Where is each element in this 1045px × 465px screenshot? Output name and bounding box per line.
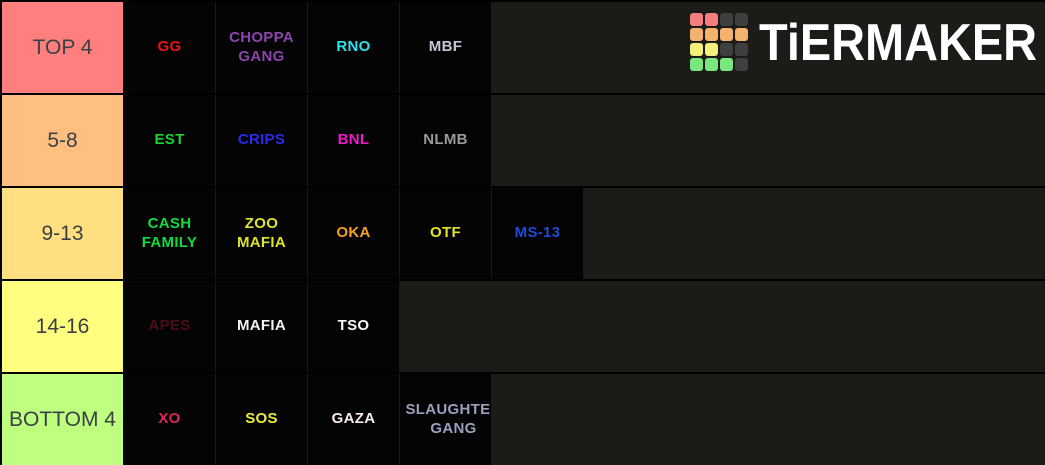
grid-icon-square (720, 28, 734, 41)
tier-label-14-16: 14-16 (0, 281, 124, 372)
grid-icon-square (690, 58, 704, 71)
tier-item-apes[interactable]: APES (124, 281, 216, 372)
tier-item-gaza[interactable]: GAZA (308, 374, 400, 465)
grid-icon-square (735, 58, 749, 71)
tier-item-label: GAZA (331, 410, 376, 428)
tier-row-5-8: 5-8 EST CRIPS BNL NLMB (0, 95, 1045, 188)
grid-icon-square (735, 43, 749, 56)
tier-label-5-8: 5-8 (0, 95, 124, 186)
tier-item-label: GG (157, 38, 182, 56)
grid-icon-square (720, 13, 734, 26)
grid-icon-square (720, 58, 734, 71)
tier-item-label: RNO (336, 38, 371, 56)
tier-item-zoo-mafia[interactable]: ZOO MAFIA (216, 188, 308, 279)
tier-item-label: CRIPS (237, 131, 286, 149)
grid-icon-square (735, 13, 749, 26)
tier-item-otf[interactable]: OTF (400, 188, 492, 279)
tier-item-cash-family[interactable]: CASH FAMILY (124, 188, 216, 279)
tier-row-9-13: 9-13 CASH FAMILY ZOO MAFIA OKA OTF MS-13 (0, 188, 1045, 281)
tier-item-label: SLAUGHTER GANG (405, 400, 492, 437)
tier-item-label: ZOO MAFIA (237, 214, 286, 251)
tier-items-area: APES MAFIA TSO (124, 281, 1045, 372)
tier-item-slaughter-gang[interactable]: SLAUGHTER GANG (400, 374, 492, 465)
grid-icon-square (735, 28, 749, 41)
tier-item-mafia[interactable]: MAFIA (216, 281, 308, 372)
tier-label-9-13: 9-13 (0, 188, 124, 279)
tier-item-tso[interactable]: TSO (308, 281, 400, 372)
tier-item-crips[interactable]: CRIPS (216, 95, 308, 186)
tier-label-top-4: TOP 4 (0, 2, 124, 93)
tier-items-area: XO SOS GAZA SLAUGHTER GANG (124, 374, 1045, 465)
tier-row-top-4: TOP 4 GG CHOPPA GANG RNO MBF (0, 2, 1045, 95)
tier-item-label: MS-13 (514, 224, 561, 242)
tier-item-sos[interactable]: SOS (216, 374, 308, 465)
tier-items-area: EST CRIPS BNL NLMB (124, 95, 1045, 186)
tier-item-label: CASH FAMILY (141, 214, 198, 251)
tier-label-bottom-4: BOTTOM 4 (0, 374, 124, 465)
tier-row-14-16: 14-16 APES MAFIA TSO (0, 281, 1045, 374)
grid-icon-square (690, 43, 704, 56)
tier-item-label: EST (154, 131, 185, 149)
tier-item-ms-13[interactable]: MS-13 (492, 188, 584, 279)
tier-items-area: GG CHOPPA GANG RNO MBF (124, 2, 1045, 93)
tiermaker-grid-icon (690, 13, 749, 71)
tiermaker-logo-text: TiERMAKER (759, 12, 1038, 72)
grid-icon-square (705, 13, 719, 26)
tiermaker-logo: TiERMAKER (690, 10, 1037, 74)
tier-item-nlmb[interactable]: NLMB (400, 95, 492, 186)
grid-icon-square (690, 13, 704, 26)
tier-item-est[interactable]: EST (124, 95, 216, 186)
tier-item-label: NLMB (423, 131, 468, 149)
tier-items-area: CASH FAMILY ZOO MAFIA OKA OTF MS-13 (124, 188, 1045, 279)
grid-icon-square (705, 43, 719, 56)
grid-icon-square (705, 58, 719, 71)
tier-item-label: TSO (337, 317, 370, 335)
tier-item-oka[interactable]: OKA (308, 188, 400, 279)
tier-item-label: OKA (336, 224, 371, 242)
tier-item-label: CHOPPA GANG (229, 28, 294, 65)
tier-item-rno[interactable]: RNO (308, 2, 400, 93)
tier-item-label: BNL (337, 131, 370, 149)
tier-item-label: APES (148, 317, 191, 335)
grid-icon-square (705, 28, 719, 41)
tier-item-mbf[interactable]: MBF (400, 2, 492, 93)
tier-item-bnl[interactable]: BNL (308, 95, 400, 186)
tier-item-label: OTF (430, 224, 461, 242)
tier-item-gg[interactable]: GG (124, 2, 216, 93)
grid-icon-square (690, 28, 704, 41)
tier-item-choppa-gang[interactable]: CHOPPA GANG (216, 2, 308, 93)
tier-row-bottom-4: BOTTOM 4 XO SOS GAZA SLAUGHTER GANG (0, 374, 1045, 465)
tier-item-label: SOS (245, 410, 278, 428)
grid-icon-square (720, 43, 734, 56)
tier-item-label: MAFIA (237, 317, 286, 335)
tier-item-label: XO (158, 410, 181, 428)
tier-item-label: MBF (428, 38, 463, 56)
tier-item-xo[interactable]: XO (124, 374, 216, 465)
